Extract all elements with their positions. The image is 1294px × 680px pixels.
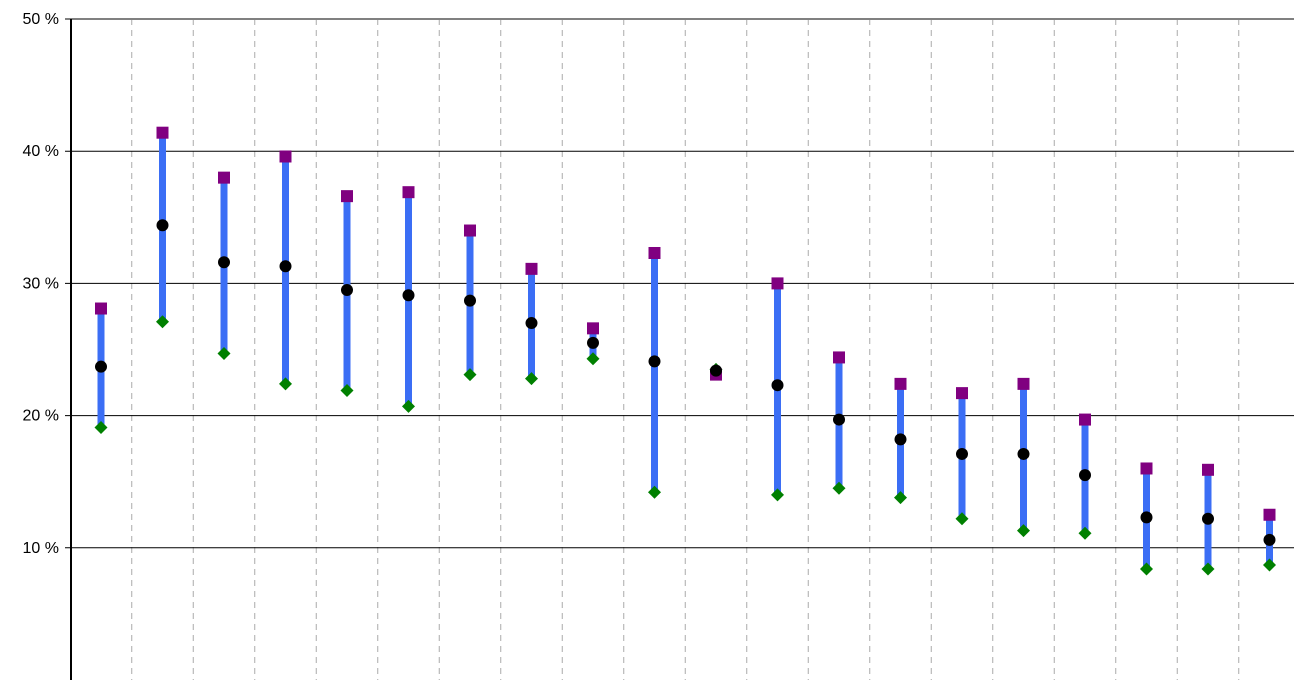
- high-marker: [95, 302, 107, 315]
- high-marker: [156, 126, 169, 139]
- mid-marker: [1263, 533, 1276, 546]
- markers: [94, 126, 1276, 576]
- mid-marker: [464, 294, 476, 307]
- mid-marker: [402, 289, 415, 302]
- low-marker: [955, 512, 969, 526]
- mid-marker: [525, 317, 538, 330]
- low-marker: [1140, 562, 1153, 576]
- y-tick-label: 50 %: [23, 11, 59, 28]
- low-marker: [217, 346, 231, 360]
- low-marker: [1201, 562, 1215, 576]
- mid-marker: [341, 284, 353, 297]
- high-marker: [218, 171, 230, 184]
- mid-marker: [218, 256, 230, 269]
- high-marker: [1263, 508, 1276, 521]
- mid-marker: [648, 355, 661, 368]
- y-tick-label: 10 %: [23, 540, 59, 557]
- mid-marker: [833, 413, 845, 426]
- mid-marker: [95, 360, 107, 373]
- y-tick-label: 30 %: [23, 275, 59, 292]
- mid-marker: [279, 260, 292, 273]
- high-marker: [956, 387, 968, 400]
- high-marker: [402, 186, 415, 199]
- low-marker: [279, 377, 292, 391]
- mid-marker: [771, 379, 784, 392]
- low-marker: [648, 485, 661, 499]
- low-marker: [1078, 526, 1092, 540]
- high-marker: [1079, 413, 1091, 426]
- low-marker: [463, 368, 477, 382]
- mid-marker: [1079, 469, 1091, 482]
- y-tick-label: 20 %: [23, 408, 59, 425]
- high-marker: [341, 190, 353, 203]
- high-marker: [587, 322, 599, 335]
- mid-marker: [710, 364, 722, 377]
- mid-marker: [956, 447, 968, 460]
- high-marker: [464, 224, 476, 237]
- high-marker: [1017, 377, 1030, 390]
- low-marker: [340, 383, 354, 397]
- mid-marker: [587, 336, 599, 349]
- low-marker: [1017, 524, 1030, 538]
- mid-marker: [894, 433, 907, 446]
- low-marker: [771, 488, 784, 502]
- low-marker: [894, 491, 907, 505]
- mid-marker: [156, 219, 169, 232]
- mid-marker: [1202, 512, 1214, 525]
- low-marker: [525, 372, 538, 386]
- low-marker: [832, 481, 846, 495]
- low-marker: [1263, 558, 1276, 572]
- high-marker: [279, 150, 292, 163]
- low-marker: [94, 420, 108, 434]
- high-marker: [1202, 463, 1214, 476]
- high-marker: [525, 262, 538, 275]
- high-marker: [771, 277, 784, 290]
- mid-marker: [1140, 511, 1153, 524]
- grid: [65, 18, 1294, 680]
- low-marker: [156, 315, 169, 329]
- low-marker: [402, 399, 415, 413]
- low-marker: [586, 352, 600, 366]
- high-marker: [1140, 462, 1153, 475]
- y-tick-label: 40 %: [23, 143, 59, 160]
- high-marker: [833, 351, 845, 364]
- high-marker: [648, 246, 661, 259]
- tick-labels: 10 % 20 % 30 % 40 % 50 %: [23, 11, 59, 557]
- high-marker: [894, 377, 907, 390]
- mid-marker: [1017, 447, 1030, 460]
